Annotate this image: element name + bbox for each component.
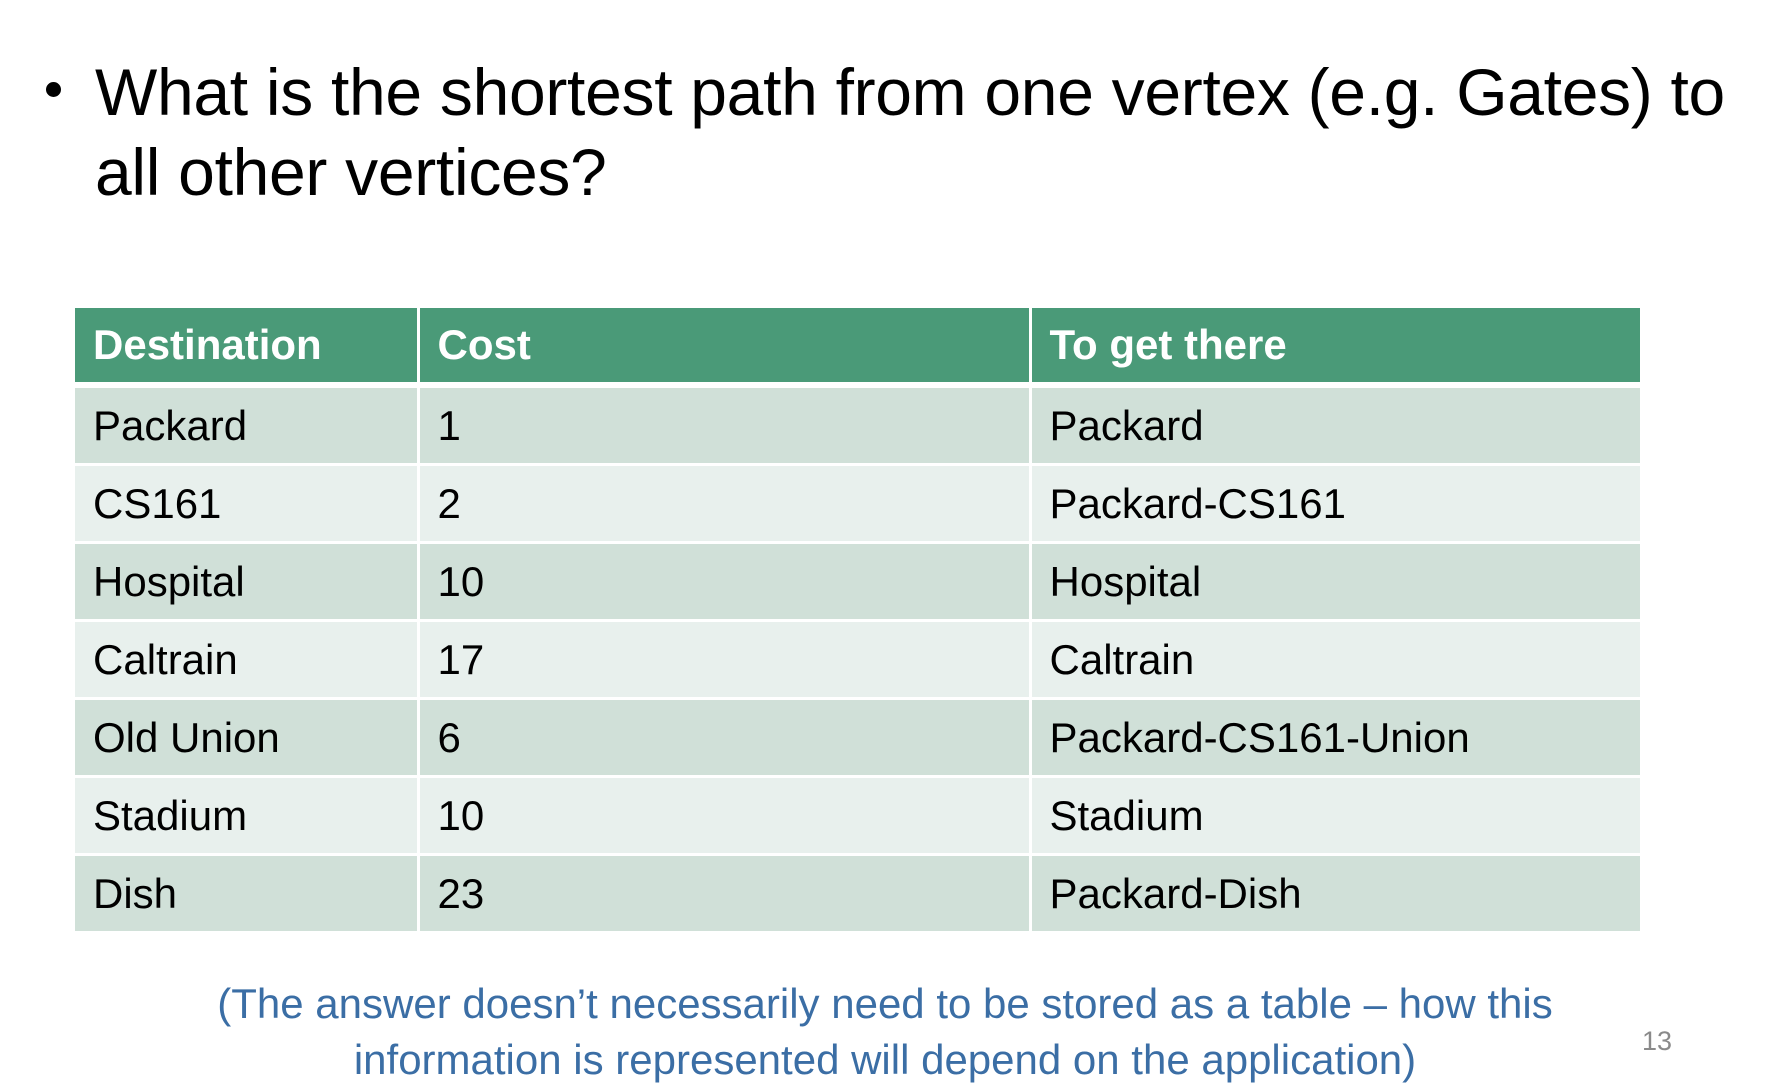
header-cost: Cost bbox=[418, 308, 1032, 388]
table-row: Hospital 10 Hospital bbox=[75, 542, 1640, 622]
footnote: (The answer doesn’t necessarily need to … bbox=[0, 976, 1770, 1088]
cell-cost: 2 bbox=[418, 464, 1032, 544]
cell-destination: Stadium bbox=[75, 776, 420, 856]
cell-path: Caltrain bbox=[1030, 620, 1640, 700]
bullet-text: What is the shortest path from one verte… bbox=[95, 55, 1725, 209]
shortest-path-table-container: Destination Cost To get there Packard 1 … bbox=[75, 308, 1640, 931]
cell-cost: 6 bbox=[418, 698, 1032, 778]
table-row: Packard 1 Packard bbox=[75, 385, 1640, 466]
shortest-path-table: Destination Cost To get there Packard 1 … bbox=[75, 308, 1640, 931]
table-row: Caltrain 17 Caltrain bbox=[75, 620, 1640, 700]
cell-cost: 1 bbox=[418, 385, 1032, 466]
header-to-get-there: To get there bbox=[1030, 308, 1640, 388]
cell-path: Packard-Dish bbox=[1030, 854, 1640, 931]
cell-destination: CS161 bbox=[75, 464, 420, 544]
cell-path: Packard bbox=[1030, 385, 1640, 466]
bullet-point: What is the shortest path from one verte… bbox=[46, 52, 1746, 212]
cell-destination: Packard bbox=[75, 385, 420, 466]
table-row: Dish 23 Packard-Dish bbox=[75, 854, 1640, 931]
bullet-dot-icon bbox=[46, 82, 61, 97]
cell-cost: 10 bbox=[418, 776, 1032, 856]
cell-cost: 23 bbox=[418, 854, 1032, 931]
cell-path: Stadium bbox=[1030, 776, 1640, 856]
table-row: Old Union 6 Packard-CS161-Union bbox=[75, 698, 1640, 778]
table-row: Stadium 10 Stadium bbox=[75, 776, 1640, 856]
table-row: CS161 2 Packard-CS161 bbox=[75, 464, 1640, 544]
cell-destination: Dish bbox=[75, 854, 420, 931]
cell-cost: 10 bbox=[418, 542, 1032, 622]
header-destination: Destination bbox=[75, 308, 420, 388]
table-header-row: Destination Cost To get there bbox=[75, 308, 1640, 388]
cell-path: Packard-CS161-Union bbox=[1030, 698, 1640, 778]
cell-path: Packard-CS161 bbox=[1030, 464, 1640, 544]
cell-destination: Hospital bbox=[75, 542, 420, 622]
cell-cost: 17 bbox=[418, 620, 1032, 700]
cell-path: Hospital bbox=[1030, 542, 1640, 622]
cell-destination: Caltrain bbox=[75, 620, 420, 700]
slide-number: 13 bbox=[1641, 1026, 1672, 1056]
footnote-line-1: (The answer doesn’t necessarily need to … bbox=[217, 980, 1553, 1027]
footnote-line-2: information is represented will depend o… bbox=[353, 1036, 1417, 1083]
cell-destination: Old Union bbox=[75, 698, 420, 778]
